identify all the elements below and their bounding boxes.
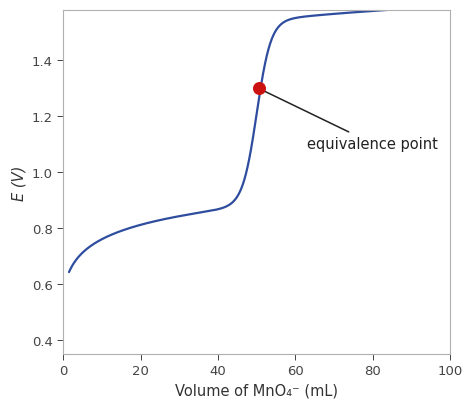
Point [255,86,263,92]
X-axis label: Volume of MnO₄⁻ (mL): Volume of MnO₄⁻ (mL) [175,383,338,398]
Y-axis label: E (V): E (V) [11,165,26,200]
Text: equivalence point: equivalence point [262,88,438,151]
